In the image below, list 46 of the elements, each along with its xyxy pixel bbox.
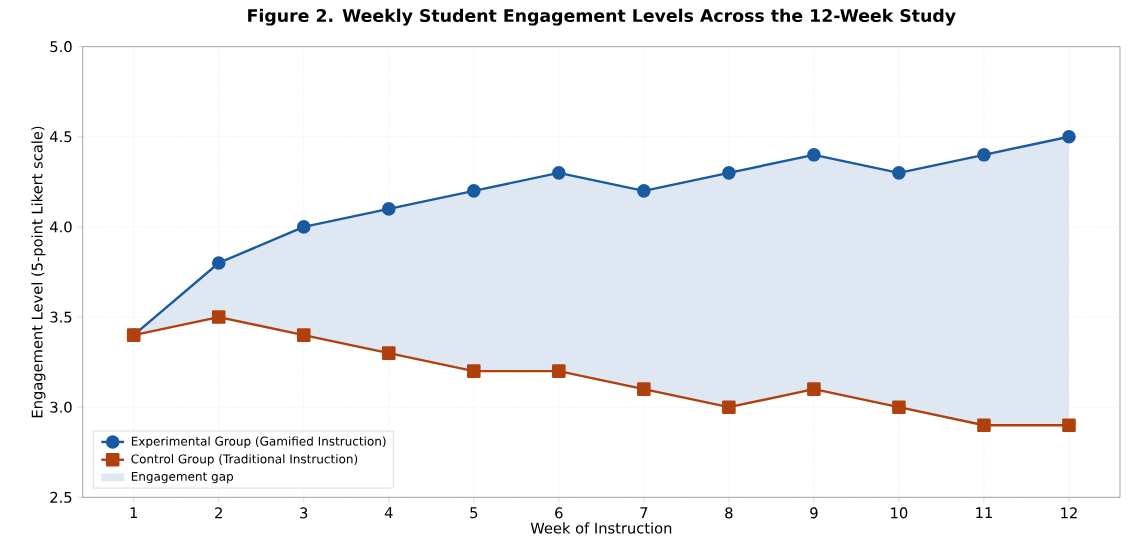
point [807,148,821,162]
point [1062,418,1076,433]
point [722,166,736,180]
y-tick-label: 5.0 [50,41,72,53]
chart-title: Figure 2. Weekly Student Engagement Levels Across the 12-Week Study [248,8,956,26]
y-tick-label: 3.0 [50,401,72,413]
point [977,418,991,433]
point [381,202,396,216]
x-tick-label: 6 [555,507,563,519]
x-axis-title: Week of Instruction [530,522,672,534]
point [1062,129,1076,144]
point [807,382,821,396]
point [892,400,906,414]
x-tick-label: 5 [470,507,478,519]
legend-label: Control Group (Traditional Instruction) [131,454,358,466]
point [381,346,396,360]
point [467,364,481,378]
point [977,148,991,162]
y-tick-label: 2.5 [50,491,72,503]
x-tick-label: 11 [976,507,992,519]
y-tick-label: 4.0 [50,221,72,233]
y-tick-label: 3.5 [50,311,72,323]
x-tick-label: 7 [640,507,648,519]
x-tick-label: 12 [1061,507,1077,519]
x-tick-label: 9 [810,507,818,519]
annotation: Engagement gap [131,471,234,484]
point [296,220,311,234]
y-axis-title: Engagement Level (5-point Likert scale) [31,126,46,418]
x-tick-label: 2 [215,507,222,519]
x-tick-label: 4 [384,507,393,519]
point [552,364,566,378]
legend-label: Experimental Group (Gamified Instruction) [131,436,386,448]
x-tick-label: 1 [130,507,137,519]
point [637,184,651,198]
point [211,310,226,324]
point [637,382,651,396]
point [552,166,566,180]
point [467,184,481,198]
x-tick-label: 3 [300,507,308,519]
y-tick-label: 4.5 [50,131,72,143]
point [892,166,906,180]
x-tick-label: 8 [725,507,733,519]
point [296,328,311,342]
point [211,256,226,270]
x-tick-label: 10 [891,507,908,519]
point [722,400,736,414]
